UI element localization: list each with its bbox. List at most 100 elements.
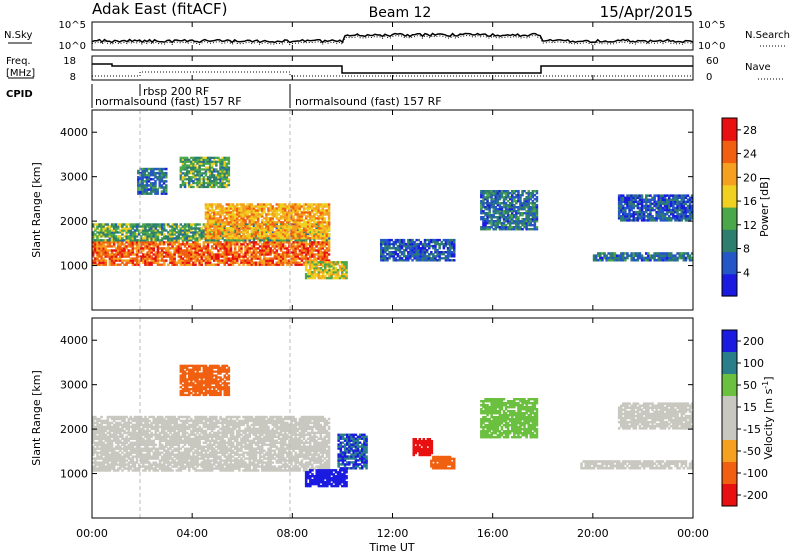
power-cells-cell-0 xyxy=(173,253,176,256)
power-cells-cell-5 xyxy=(328,274,331,278)
power-cells-cell-1 xyxy=(156,235,160,238)
power-cells-cell-9 xyxy=(686,217,690,220)
power-cells-cell-2 xyxy=(290,207,293,210)
power-cells-cell-8 xyxy=(659,256,663,260)
power-cells-cell-1 xyxy=(158,239,162,242)
power-cells-cell-6 xyxy=(442,247,446,250)
power-cells-cell-4 xyxy=(183,176,187,179)
power-cells-cell-9 xyxy=(676,196,679,199)
power-cells-cell-0 xyxy=(250,261,254,264)
power-cells-cell-2 xyxy=(225,227,229,230)
vel-cells-cell-0 xyxy=(94,421,97,425)
power-cells-cell-0 xyxy=(202,245,206,248)
power-cells-cell-2 xyxy=(319,215,322,218)
power-cells-cell-5 xyxy=(332,269,335,272)
power-cells-cell-2 xyxy=(309,233,312,236)
vel-cells-cell-0 xyxy=(98,431,101,435)
power-cells-cell-2 xyxy=(286,227,289,230)
power-cells-cell-7 xyxy=(480,212,483,215)
power-cells-cell-0 xyxy=(163,263,166,266)
power-cells-cell-3 xyxy=(158,169,161,173)
power-cells-cell-4 xyxy=(196,178,199,181)
power-cells-cell-7 xyxy=(492,216,495,219)
power-cells-cell-0 xyxy=(309,241,312,244)
power-cells-cell-1 xyxy=(202,235,206,238)
power-cells-cell-9 xyxy=(640,210,644,214)
power-cells-cell-2 xyxy=(246,229,249,232)
power-cells-cell-0 xyxy=(100,251,103,254)
power-cells-cell-7 xyxy=(527,196,530,199)
power-cells-cell-2 xyxy=(275,234,279,238)
power-cells-cell-2 xyxy=(325,225,329,228)
power-cells-cell-9 xyxy=(636,219,640,222)
power-cells-cell-1 xyxy=(219,235,222,238)
power-cells-cell-6 xyxy=(438,242,441,246)
power-cells-cell-8 xyxy=(597,254,600,257)
power-cells-cell-1 xyxy=(198,229,201,232)
power-cells-cell-7 xyxy=(482,190,485,193)
power-cells-cell-0 xyxy=(273,257,277,260)
power-cells-cell-3 xyxy=(152,184,155,187)
power-cells-cell-0 xyxy=(294,247,297,250)
power-cells-cell-3 xyxy=(152,182,155,185)
power-cells-cell-0 xyxy=(252,253,256,256)
power-cells-cell-4 xyxy=(210,185,214,189)
power-cells-cell-0 xyxy=(254,253,258,256)
power-cells-cell-1 xyxy=(133,237,137,240)
power-cells-cell-7 xyxy=(498,214,502,217)
power-cells-cell-4 xyxy=(200,174,203,177)
power-cells-cell-3 xyxy=(150,190,153,193)
power-cells-cell-0 xyxy=(267,259,270,262)
power-cells-cell-1 xyxy=(296,229,299,232)
power-cells-cell-7 xyxy=(521,224,524,227)
power-cells-cell-9 xyxy=(688,215,692,218)
power-cells-cell-4 xyxy=(183,160,187,163)
power-cells-cell-0 xyxy=(244,253,247,256)
power-cells-cell-3 xyxy=(143,180,146,183)
power-cells-cell-2 xyxy=(275,207,279,210)
power-cells-cell-0 xyxy=(313,259,316,262)
power-cells-cell-1 xyxy=(125,227,128,230)
power-cells-cell-0 xyxy=(250,263,254,266)
power-cells-cell-4 xyxy=(223,158,226,161)
power-cells-cell-6 xyxy=(442,251,446,254)
power-cells-cell-9 xyxy=(632,215,635,218)
power-cells-cell-1 xyxy=(112,223,116,226)
power-cells-cell-7 xyxy=(517,222,520,225)
power-cells-cell-6 xyxy=(446,247,450,250)
power-cells-cell-8 xyxy=(670,252,673,255)
power-cells-cell-7 xyxy=(525,212,528,215)
power-cells-cell-0 xyxy=(110,245,114,248)
power-cells-cell-2 xyxy=(273,234,277,238)
power-cells-cell-2 xyxy=(213,209,216,212)
power-cells-cell-7 xyxy=(500,190,504,193)
power-cells-cell-1 xyxy=(154,233,158,236)
power-cells-cell-2 xyxy=(258,223,262,226)
power-cells-cell-7 xyxy=(488,228,491,231)
power-cells-cell-8 xyxy=(649,258,652,262)
power-cells-cell-2 xyxy=(221,229,224,232)
power-cells-cell-0 xyxy=(175,251,178,254)
power-cells-cell-1 xyxy=(173,229,176,232)
power-cells-cell-7 xyxy=(496,204,500,207)
power-cells-cell-1 xyxy=(104,233,107,236)
power-cells-cell-4 xyxy=(221,156,224,159)
power-cells-cell-7 xyxy=(527,200,530,203)
power-cells-cell-1 xyxy=(98,229,101,232)
power-cells-cell-8 xyxy=(645,258,648,262)
power-cells-cell-2 xyxy=(300,233,304,236)
power-cells-cell-0 xyxy=(185,251,189,254)
power-cells-cell-1 xyxy=(263,239,266,242)
power-cells-cell-5 xyxy=(332,267,335,270)
power-cells-cell-0 xyxy=(296,255,299,258)
power-cells-cell-2 xyxy=(265,203,268,206)
power-cells-cell-2 xyxy=(294,233,297,236)
power-cells-cell-2 xyxy=(233,234,237,238)
power-cells-cell-6 xyxy=(415,247,418,250)
power-cells-cell-1 xyxy=(140,237,143,240)
power-cells-cell-0 xyxy=(190,253,193,256)
power-cells-cell-0 xyxy=(273,247,277,250)
power-cells-cell-8 xyxy=(597,258,600,262)
power-cells-cell-2 xyxy=(210,223,214,226)
power-cells-cell-0 xyxy=(317,251,320,254)
